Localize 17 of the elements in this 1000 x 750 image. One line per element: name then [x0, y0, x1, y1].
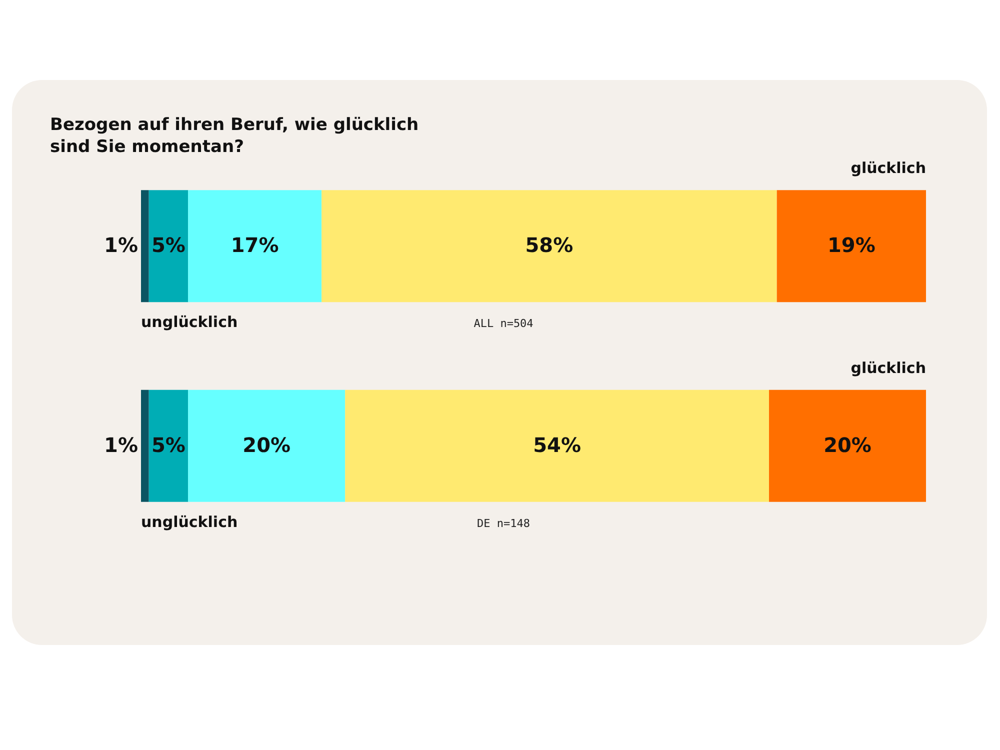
- chart-title: Bezogen auf ihren Beruf, wie glücklich sind Sie momentan?: [50, 114, 420, 158]
- data-label: 54%: [533, 432, 581, 457]
- data-label: 17%: [230, 233, 279, 258]
- data-label: 20%: [242, 432, 291, 457]
- data-label: 1%: [104, 233, 138, 258]
- data-label: 20%: [824, 432, 872, 457]
- text: glücklich: [850, 159, 926, 178]
- data-label: 5%: [151, 233, 186, 258]
- y-tick-label: ALL n=504: [474, 317, 534, 330]
- data-label: 1%: [104, 432, 138, 457]
- annotation: glücklich: [850, 358, 926, 377]
- data-label: 19%: [827, 233, 876, 258]
- annotation: unglücklich: [141, 512, 238, 531]
- data-label: 58%: [525, 233, 574, 258]
- y-tick-label: DE n=148: [477, 516, 530, 530]
- data-label: 5%: [151, 432, 186, 457]
- annotation: unglücklich: [141, 313, 238, 332]
